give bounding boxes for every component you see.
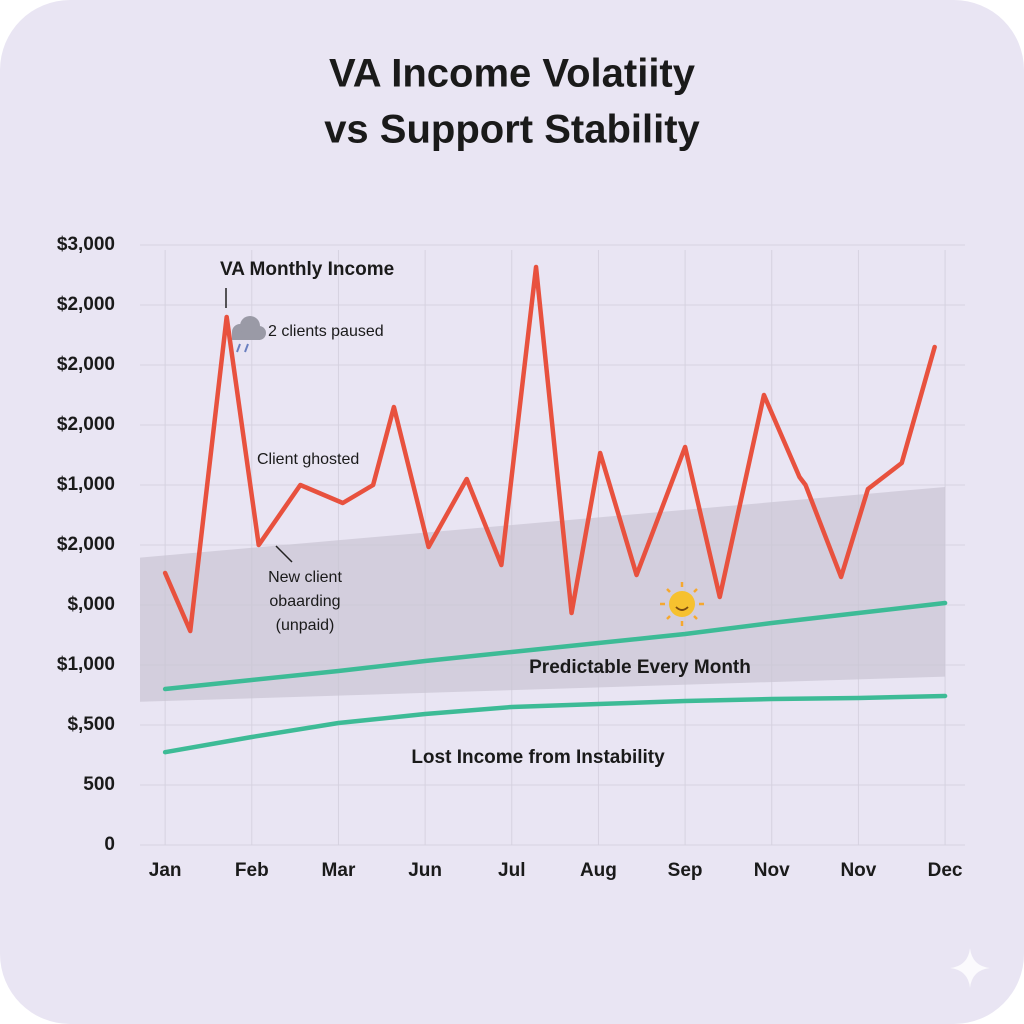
line — [162, 600, 948, 692]
annotation: Lost Income from Instability — [411, 747, 665, 768]
y-tick-label: $1,000 — [57, 474, 115, 495]
x-tick-label: Nov — [754, 860, 790, 881]
sparkle — [950, 948, 990, 988]
leader — [275, 545, 293, 563]
y-tick-label: $1,000 — [57, 654, 115, 675]
annotation: obaarding — [269, 593, 340, 610]
x-tick-label: Sep — [668, 860, 703, 881]
cloud-icon — [232, 316, 266, 353]
sun-icon — [660, 582, 704, 626]
y-tick-label: $2,000 — [57, 534, 115, 555]
line — [162, 693, 948, 755]
x-tick-label: Nov — [840, 860, 876, 881]
band — [140, 487, 946, 702]
x-tick-label: Mar — [322, 860, 356, 881]
y-tick-label: $2,000 — [57, 294, 115, 315]
x-tick-label: Aug — [580, 860, 617, 881]
y-tick-label: $2,000 — [57, 414, 115, 435]
y-tick-label: $,500 — [67, 714, 115, 735]
y-tick-label: 500 — [83, 774, 115, 795]
y-tick-label: $2,000 — [57, 354, 115, 375]
annotation: New client — [268, 569, 342, 586]
annotation: (unpaid) — [276, 617, 335, 634]
annotation: Predictable Every Month — [529, 657, 751, 678]
y-tick-label: $3,000 — [57, 234, 115, 255]
chart-title: VA Income Volatiity — [329, 52, 696, 96]
line — [162, 264, 937, 634]
x-tick-label: Jun — [408, 860, 442, 881]
plot: 0 500 $,500 $1,000 $,000 $2,000 $1,000 $2,000 $2… — [57, 234, 965, 881]
x-tick-label: Jan — [149, 860, 182, 881]
x-tick-label: Feb — [235, 860, 269, 881]
chart-title: vs Support Stability — [324, 108, 700, 152]
annotation: 2 clients paused — [268, 323, 384, 340]
x-tick-label: Dec — [928, 860, 963, 881]
annotation: VA Monthly Income — [220, 259, 394, 280]
y-tick-label: 0 — [104, 834, 115, 855]
decor — [225, 288, 990, 988]
annotation: Client ghosted — [257, 451, 359, 468]
x-tick-label: Jul — [498, 860, 525, 881]
y-tick-label: $,000 — [67, 594, 115, 615]
